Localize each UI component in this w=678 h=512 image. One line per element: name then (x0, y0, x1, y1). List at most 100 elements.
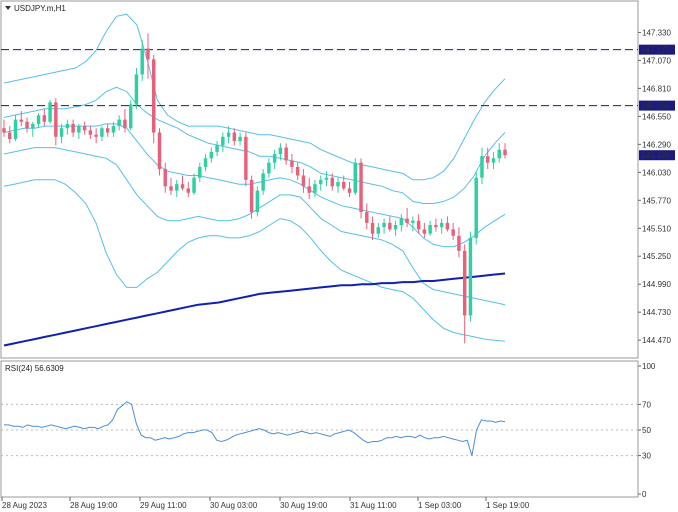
candle-body (192, 177, 196, 193)
price-tick-label: 144.990 (642, 280, 671, 289)
candle-body (25, 121, 29, 129)
bb-inner-upper-line (3, 86, 506, 204)
candle-body (48, 102, 52, 122)
long-ma-line (3, 272, 506, 347)
candle-body (31, 123, 35, 129)
candle-body (445, 222, 450, 230)
candle-body (485, 156, 490, 163)
candle-body (503, 149, 507, 156)
rsi-tick-label: 30 (642, 452, 651, 461)
price-line-tag (639, 44, 675, 55)
time-tick-label: 30 Aug 03:00 (210, 501, 258, 510)
candle-body (439, 222, 444, 228)
rsi-pane-title: RSI(24) 56.6309 (5, 364, 64, 373)
candle-body (128, 104, 133, 129)
bollinger-bands (3, 13, 506, 342)
price-tick-label: 145.770 (642, 196, 671, 205)
moving-average (3, 272, 506, 347)
candle-body (422, 229, 427, 234)
candle-body (318, 179, 323, 185)
main-pane-frame (0, 0, 639, 359)
price-tick-label: 146.810 (642, 84, 671, 93)
price-tick-label: 146.550 (642, 112, 671, 121)
candle-body (151, 59, 156, 133)
price-tick-label: 145.250 (642, 252, 671, 261)
candle-body (2, 128, 6, 133)
candle-body (388, 222, 392, 230)
time-tick-label: 1 Sep 19:00 (486, 501, 530, 510)
rsi-plot: 100 70 50 30 0 (1, 362, 656, 499)
candle-body (434, 225, 438, 228)
candle-body (65, 123, 70, 129)
candle-body (428, 225, 432, 234)
candle-body (267, 162, 271, 174)
candle-body (198, 166, 202, 178)
candle-body (457, 235, 461, 251)
price-tick-label: 144.470 (642, 336, 671, 345)
candle-body (405, 218, 409, 223)
candle-body (77, 126, 81, 133)
price-tick-label: 144.730 (642, 308, 671, 317)
time-tick-label: 30 Aug 19:00 (280, 501, 328, 510)
price-tick-label: 146.290 (642, 140, 671, 149)
rsi-tick-label: 0 (642, 490, 647, 499)
main-pane-title: USDJPY.m,H1 (14, 4, 66, 13)
time-tick-label: 28 Aug 19:00 (70, 501, 118, 510)
price-tick-label: 145.510 (642, 224, 671, 233)
candle-body (140, 48, 144, 75)
time-tick-label: 28 Aug 2023 (2, 501, 47, 510)
candle-body (169, 186, 173, 191)
candle-body (117, 119, 121, 127)
candle-body (272, 154, 277, 163)
rsi-pane-frame (0, 360, 639, 498)
candle-body (82, 126, 87, 131)
candle-body (19, 119, 24, 122)
current-price-label: 146.189 (641, 151, 670, 160)
candle-body (94, 134, 98, 137)
price-tick-label: 147.330 (642, 28, 671, 37)
candle-body (474, 177, 478, 238)
candle-body (462, 250, 467, 316)
price-axis: 147.330 147.070 146.810 146.550 146.290 146.0… (638, 28, 671, 345)
candle-body (365, 212, 369, 223)
candle-body (301, 175, 306, 187)
candle-body (134, 74, 139, 105)
candle-body (36, 115, 41, 124)
candle-body (180, 184, 185, 189)
candle-body (105, 128, 110, 133)
candle-body (330, 177, 334, 187)
candle-body (232, 132, 237, 142)
candle-body (146, 48, 150, 60)
candle-body (399, 218, 404, 226)
candle-body (295, 166, 300, 176)
price-line-tag (639, 100, 675, 111)
candle-body (157, 132, 162, 170)
candle-body (290, 160, 294, 167)
candle-body (416, 220, 421, 230)
time-tick-label: 31 Aug 11:00 (350, 501, 397, 510)
candle-body (175, 184, 179, 191)
candle-body (278, 147, 283, 155)
price-tick-label: 146.030 (642, 168, 671, 177)
candle-body (226, 132, 231, 137)
candle-body (353, 162, 358, 193)
candle-body (244, 136, 248, 180)
candle-body (88, 130, 93, 135)
chevron-down-icon[interactable] (5, 6, 11, 10)
candle-body (451, 229, 455, 236)
price-line-label: 146.650 (641, 102, 670, 111)
candle-body (13, 119, 18, 139)
candle-body (249, 179, 254, 213)
candle-body (480, 156, 484, 178)
candle-body (324, 177, 329, 180)
candle-body (393, 225, 398, 230)
time-tick-label: 1 Sep 03:00 (418, 501, 462, 510)
current-price-tag (639, 150, 675, 161)
candle-body (163, 169, 167, 187)
candle-body (221, 136, 225, 146)
candle-body (370, 222, 375, 234)
rsi-tick-label: 50 (642, 426, 651, 435)
candle-body (54, 102, 58, 137)
